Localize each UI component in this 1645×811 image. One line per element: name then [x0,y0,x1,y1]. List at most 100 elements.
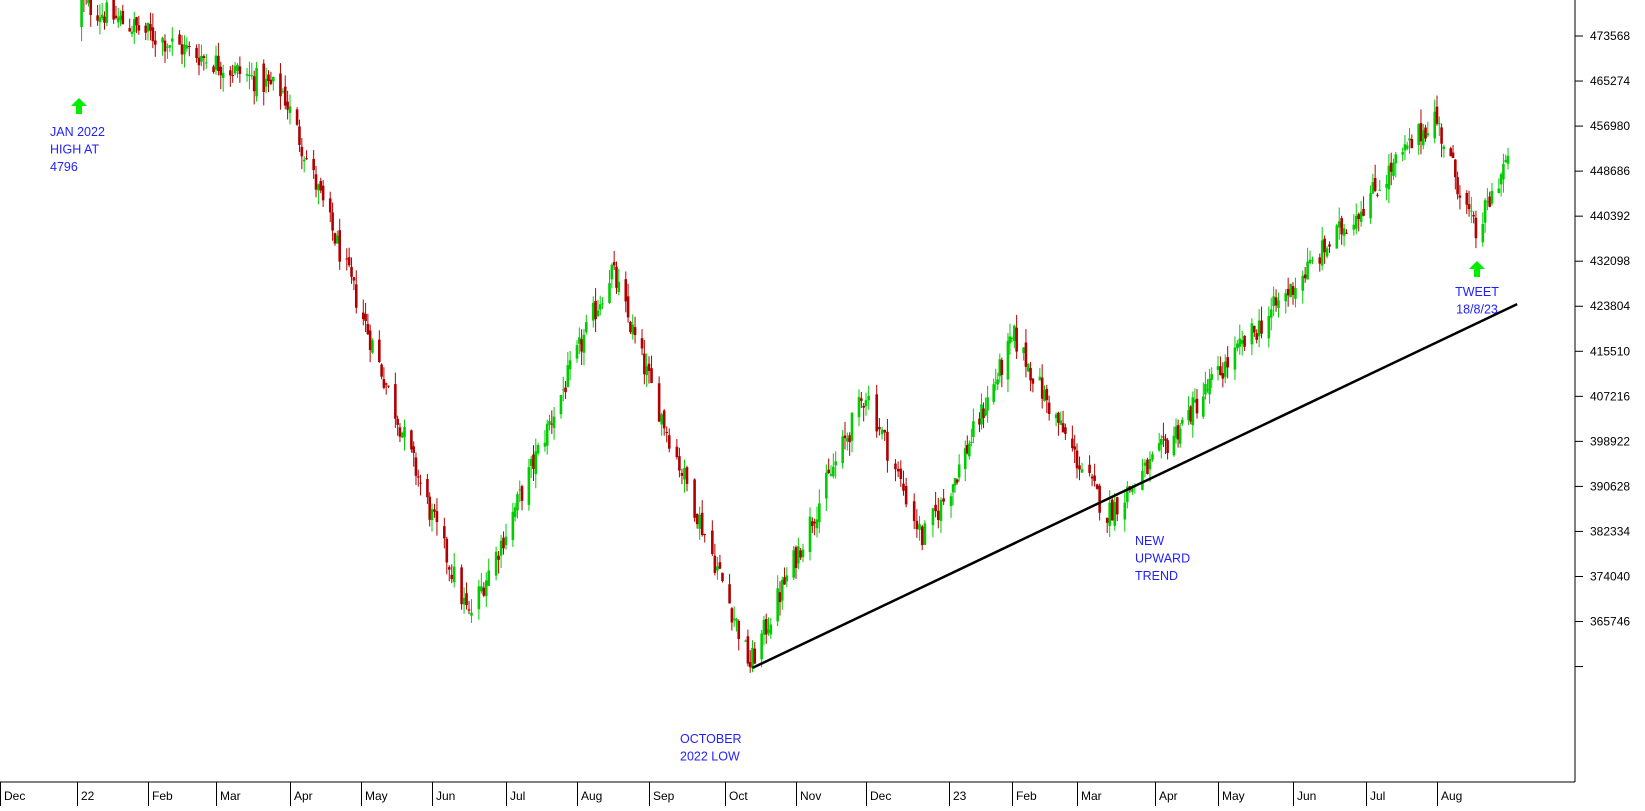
candle-body [783,577,786,585]
candle-body [878,426,881,430]
candle-body [333,233,337,244]
candle-body [1095,484,1099,489]
candle-body [559,395,563,415]
candle-body [939,499,943,521]
candle-body [1162,436,1165,438]
candle-body [650,368,653,384]
candle-body [419,482,422,484]
candle-body [384,383,388,385]
candle-body [231,75,235,77]
candle-body [149,23,152,31]
candle-body [1371,182,1375,194]
candle-body [1110,499,1114,521]
candle-body [841,436,844,464]
candle-body [144,25,148,33]
candle-body [1385,183,1388,188]
candle-body [1219,366,1222,376]
x-tick-label: Oct [729,789,748,803]
candle-body [317,184,320,191]
candle-body [1123,502,1127,520]
candle-body [1226,357,1229,368]
candle-body [1015,327,1018,352]
x-tick-label: Jul [510,789,525,803]
candle-body [1318,257,1322,264]
candle-body [1006,341,1010,380]
candle-body [867,395,870,401]
candle-body [1345,232,1348,234]
candle-body [568,360,572,370]
candle-body [98,17,102,23]
x-tick-label: Jun [436,789,455,803]
candle-body [516,494,519,511]
x-axis: Dec 22 Feb Mar Apr May Jun Jul Aug Sep Oct Nov Dec 23… [0,781,1575,806]
candle-body [497,555,500,560]
candle-body [582,334,586,353]
candle-body [626,296,630,318]
x-tick-label: Aug [1441,789,1462,803]
candle-body [1223,361,1227,377]
candle-body [1057,412,1060,423]
candle-body [480,586,483,592]
candle-body [336,235,339,244]
candle-body [146,22,150,32]
x-tick-label: 23 [953,789,967,803]
candle-body [912,501,916,522]
candle-body [899,468,903,480]
y-tick-label: 365746 [1590,615,1630,629]
candle-body [300,146,304,157]
y-axis: 473568 465274 456980 448686 440392 432098 4238… [1574,0,1630,782]
candle-body [163,40,167,52]
candle-body [135,17,138,26]
candle-body [799,550,802,558]
candle-body [811,521,814,526]
annotations-group: JAN 2022 HIGH AT 4796 OCTOBER 2022 LOW NEW UPW… [50,98,1499,764]
candle-body [168,45,172,48]
candle-body [378,339,381,362]
candle-body [394,384,397,419]
candle-body [1499,174,1503,185]
x-tick-label: Mar [220,789,241,803]
candle-body [151,27,155,42]
candle-body [575,345,579,359]
candle-body [1059,420,1063,425]
candle-body [1061,423,1065,433]
candle-body [352,277,356,281]
candle-body [513,507,517,518]
annotation-text: NEW [1135,534,1164,548]
y-tick-label: 432098 [1590,254,1630,268]
candle-body [412,446,415,454]
candle-body [121,10,125,25]
candle-body [114,15,118,18]
candle-body [1369,193,1372,219]
candle-body [462,597,466,605]
candle-body [850,412,854,441]
candle-body [527,467,531,505]
candle-body [305,158,308,160]
candle-body [238,66,242,74]
candle-body [767,629,770,633]
candle-body [499,540,503,556]
candle-body [1303,274,1307,279]
candle-body [1206,389,1209,391]
candle-body [1208,378,1211,395]
candle-body [1115,497,1119,515]
candle-body [1257,320,1261,337]
candle-body [762,619,766,635]
candle-body [972,421,975,438]
candle-body [931,508,935,526]
candle-body [302,159,306,162]
candle-body [328,198,332,213]
candle-body [894,463,897,470]
candle-body [264,78,268,87]
candle-body [433,509,436,512]
candle-body [518,489,522,491]
candle-body [1105,517,1109,523]
candle-body [580,339,583,352]
candle-body [1176,425,1180,440]
candle-body [1403,144,1407,151]
candle-body [183,44,186,55]
candle-body [982,408,985,418]
candle-body [818,503,821,523]
candle-body [1483,200,1487,223]
candle-body [132,19,136,32]
